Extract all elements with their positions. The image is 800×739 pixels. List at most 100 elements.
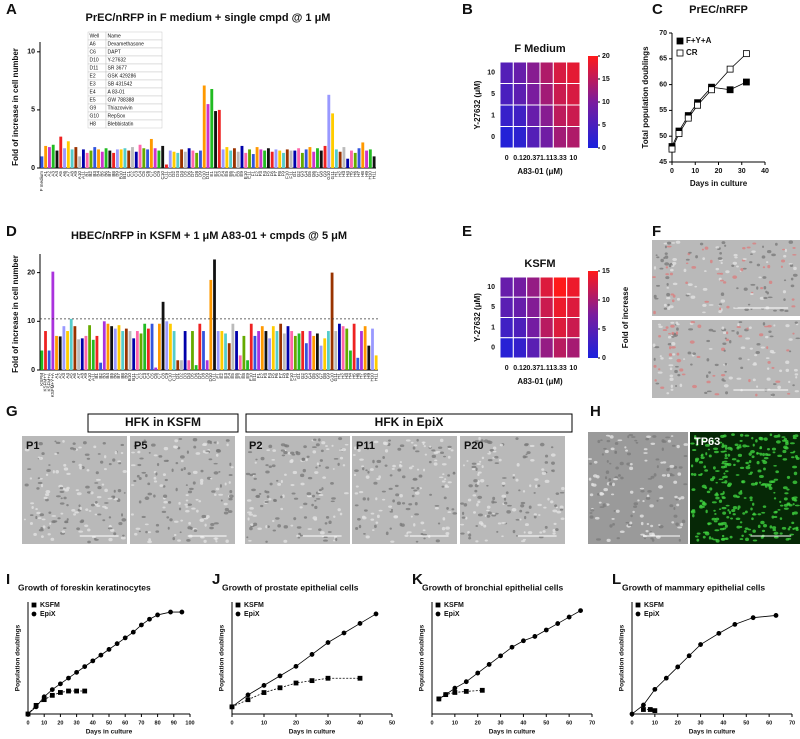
cell [666,292,671,297]
cell [62,440,65,443]
bar [81,149,85,168]
cell [762,276,767,279]
cell [670,268,674,272]
cell [302,468,307,473]
cell [87,540,91,544]
cell [406,531,412,534]
cell [646,435,652,438]
chart-title: Growth of foreskin keratinocytes [18,582,151,592]
data-point [66,675,71,681]
x-tick-label: G2 [296,171,301,178]
cell [169,518,173,522]
cell [69,447,75,450]
bar [123,148,127,168]
cell [41,452,45,456]
cell [683,358,686,360]
cell [144,523,149,526]
cell [740,490,743,493]
cell [766,346,769,350]
cell [223,502,228,506]
cell [218,493,224,496]
cell [210,523,215,526]
cell [733,253,738,257]
x-tick-label: A7 [76,373,81,379]
cell [690,442,695,445]
panel-letter: J [212,571,220,588]
y-axis-label: Total population doublings [641,46,650,149]
cell [388,505,393,508]
heatmap-cell [526,104,541,127]
cell [95,471,99,475]
cell [657,371,663,374]
cell [653,473,657,477]
heatmap-cell [512,296,528,318]
bar [249,323,253,370]
cell [47,533,51,536]
x-tick-label: C9 [156,171,161,177]
cell [742,247,746,250]
cell [101,483,105,486]
x-tick-label: G7 [315,171,320,178]
cell [363,533,366,535]
x-tick-label: G1 [296,373,301,380]
cell [293,497,299,500]
x-tick-label: G2 [300,373,305,380]
x-tick-label: A1 [43,171,48,177]
bar [180,149,184,168]
bar [191,331,194,370]
x-tick-label: G6 [315,373,320,380]
cell [525,453,528,456]
cell [779,517,783,520]
cell [363,509,368,512]
cell [260,504,264,508]
cell [665,276,670,280]
cell [94,500,98,504]
cell [459,523,465,526]
x-tick-label: E5 [224,171,229,177]
cell [552,532,556,535]
x-tick-label: B10 [127,373,132,382]
cell [422,529,426,532]
bar [113,328,117,370]
cell [709,487,713,491]
cell [397,447,402,451]
cell [375,465,379,468]
x-tick-label: F2 [259,373,264,379]
data-point [261,690,267,695]
cell [706,339,710,343]
x-tick-label: E10 [248,373,253,382]
cell [307,476,313,480]
cell [754,354,758,357]
cell [173,520,179,523]
y-axis-label: Fold of increase in cell number [11,48,20,166]
cell [433,451,439,455]
bar [78,156,82,168]
cell [441,526,446,531]
cell [478,436,481,441]
cell [650,524,654,528]
heatmap-cell [526,296,541,318]
cell [54,440,57,443]
cell [637,499,640,502]
heatmap-cell [526,126,541,149]
bar [176,360,180,370]
cell [667,306,671,310]
x-tick-label: G11 [330,171,335,180]
cell [663,256,666,260]
cell [600,492,605,495]
cell [143,444,146,448]
cell [305,458,308,462]
x-tick-label: 10 [569,155,577,162]
table-text: G9 [90,105,97,111]
cell [675,331,679,335]
cell [708,328,714,332]
heatmap-cell [526,83,541,106]
cell [653,357,656,361]
cell [320,531,325,535]
cell [661,474,667,477]
data-point [566,614,572,620]
x-tick-label: C7 [149,171,154,177]
cell [516,463,520,467]
cell [452,472,456,475]
cell [78,463,82,467]
